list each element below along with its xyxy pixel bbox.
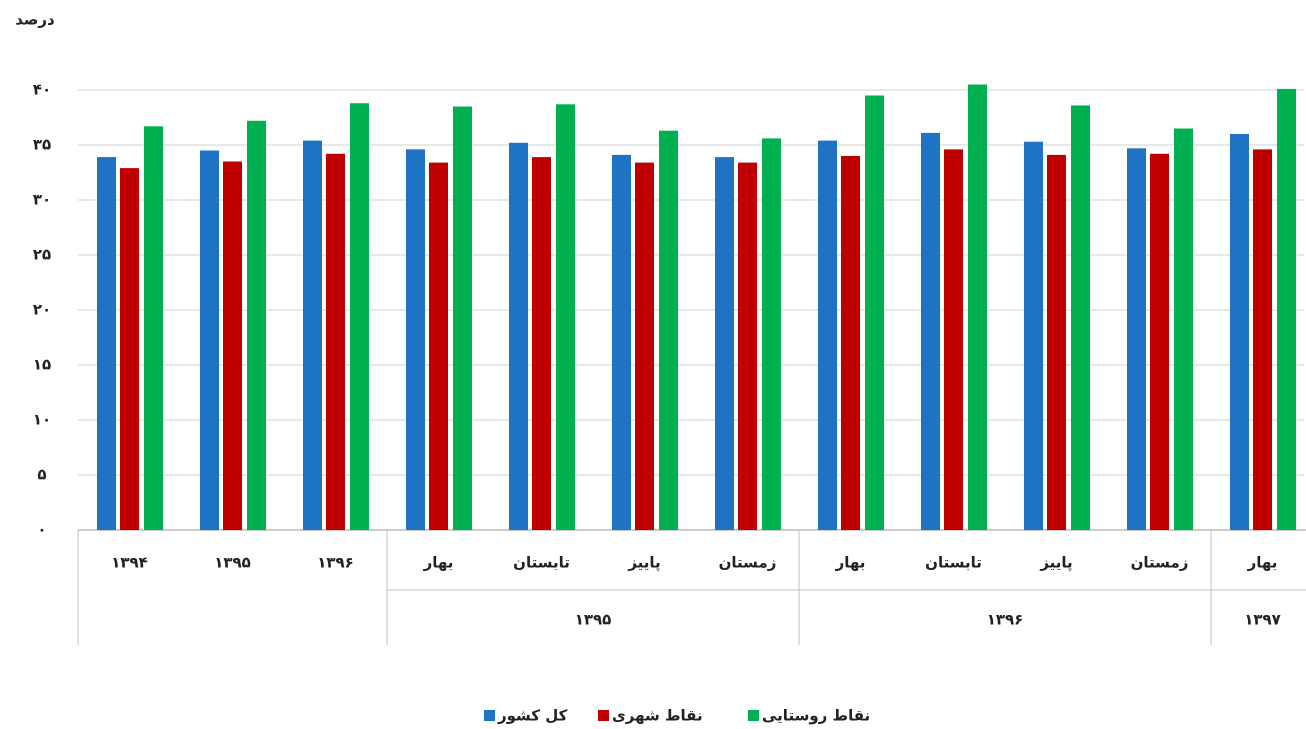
bar <box>144 126 163 530</box>
bar <box>120 168 139 530</box>
bar <box>1277 89 1296 530</box>
bar <box>1174 129 1193 531</box>
bar <box>841 156 860 530</box>
bar <box>635 163 654 530</box>
y-tick-label: ۴۰ <box>33 81 51 99</box>
bar <box>715 157 734 530</box>
bar <box>738 163 757 530</box>
bar <box>303 141 322 530</box>
bar <box>200 151 219 531</box>
bar <box>350 103 369 530</box>
bar <box>1253 149 1272 530</box>
bar <box>1047 155 1066 530</box>
bar <box>762 138 781 530</box>
x-tick-label: زمستان <box>719 554 777 572</box>
x-tick-label: پاییز <box>1039 554 1072 573</box>
bar <box>1127 148 1146 530</box>
y-tick-label: ۵ <box>37 466 46 484</box>
bar <box>612 155 631 530</box>
bar <box>429 163 448 530</box>
group-label: ۱۳۹۵ <box>575 611 612 629</box>
bar <box>921 133 940 530</box>
chart-title: درصد <box>15 11 55 29</box>
y-tick-label: ۱۵ <box>33 356 51 374</box>
bar <box>659 131 678 530</box>
bar <box>97 157 116 530</box>
x-tick-label: ۱۳۹۴ <box>111 554 148 572</box>
x-tick-label: ۱۳۹۶ <box>317 554 354 572</box>
x-tick-label: تابستان <box>513 554 570 572</box>
bar <box>556 104 575 530</box>
bar <box>968 85 987 531</box>
bar <box>406 149 425 530</box>
bar <box>532 157 551 530</box>
bar <box>1071 105 1090 530</box>
x-tick-label: زمستان <box>1131 554 1189 572</box>
x-tick-label: بهار <box>423 554 454 572</box>
bar <box>944 149 963 530</box>
y-tick-label: ۳۰ <box>33 191 51 209</box>
bar <box>247 121 266 530</box>
legend-label: نقاط شهری <box>612 707 703 725</box>
x-tick-label: پاییز <box>627 554 660 573</box>
bar <box>818 141 837 530</box>
y-tick-label: ۳۵ <box>33 136 51 154</box>
group-label: ۱۳۹۶ <box>987 611 1024 629</box>
x-tick-label: بهار <box>835 554 866 572</box>
legend-swatch <box>598 710 609 721</box>
bar <box>509 143 528 530</box>
legend-label: نقاط روستایی <box>762 707 870 725</box>
y-tick-label: ۲۵ <box>33 246 51 264</box>
bar <box>326 154 345 530</box>
bar <box>1024 142 1043 530</box>
x-tick-label: تابستان <box>925 554 982 572</box>
group-label: ۱۳۹۷ <box>1244 611 1281 629</box>
bar <box>453 107 472 531</box>
chart: درصد ۰ ۵ ۱۰ ۱۵ ۲۰ ۲۵ ۳۰ ۳۵ ۴۰ ۱۳۹۴ ۱۳۹۵ ۱۳۹۶ بهار ۱۳۹… <box>0 0 1306 729</box>
bar <box>865 96 884 531</box>
y-tick-label: ۲۰ <box>33 301 51 319</box>
x-tick-label: بهار <box>1247 554 1278 572</box>
y-tick-label: ۱۰ <box>33 411 51 429</box>
legend-swatch <box>484 710 495 721</box>
bar <box>1150 154 1169 530</box>
bar <box>223 162 242 531</box>
legend-swatch <box>748 710 759 721</box>
x-tick-label: ۱۳۹۵ <box>214 554 251 572</box>
y-tick-label: ۰ <box>37 521 46 539</box>
bar <box>1230 134 1249 530</box>
legend-label: کل کشور <box>497 707 568 725</box>
